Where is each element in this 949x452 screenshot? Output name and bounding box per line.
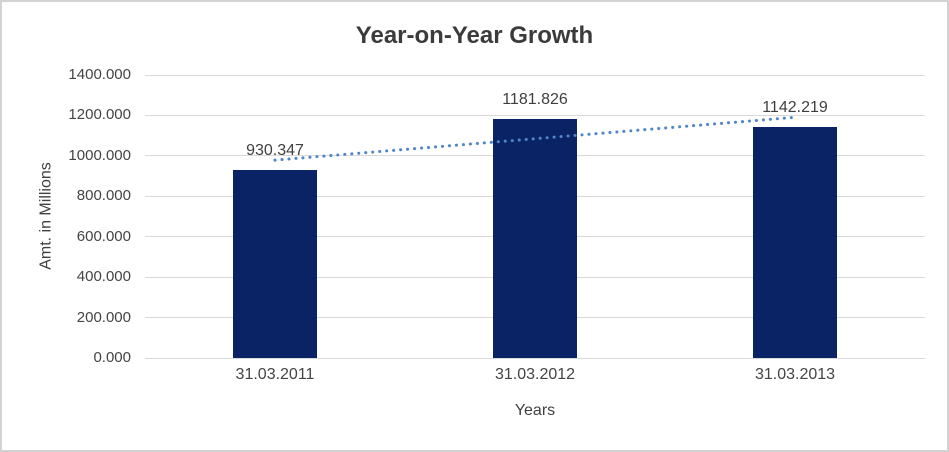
chart-title: Year-on-Year Growth <box>355 22 594 49</box>
bar-31.03.2012 <box>493 119 577 358</box>
y-tick-label: 600.000 <box>76 227 131 245</box>
trendline <box>273 115 797 162</box>
y-tick-label: 800.000 <box>76 187 131 205</box>
x-tick-label: 31.03.2013 <box>754 366 836 383</box>
data-label: 1142.219 <box>762 99 828 117</box>
y-tick-label: 400.000 <box>76 268 131 286</box>
y-tick-label: 200.000 <box>76 308 131 326</box>
data-label: 1181.826 <box>502 91 568 109</box>
data-label: 930.347 <box>246 141 304 159</box>
y-axis: 0.000 200.000 400.000 600.000 800.000 1000.00… <box>2 66 131 366</box>
plot-area: 930.347 1181.826 1142.219 <box>145 74 925 359</box>
y-tick-label: 1000.000 <box>68 146 131 164</box>
x-tick-label: 31.03.2012 <box>494 366 576 383</box>
gridline <box>145 357 925 359</box>
y-tick-label: 1200.000 <box>68 106 131 124</box>
gridline <box>145 114 925 116</box>
x-axis: 31.03.2011 31.03.2012 31.03.2013 <box>145 366 925 388</box>
y-tick-label: 0.000 <box>93 349 131 366</box>
x-axis-title: Years <box>514 402 556 419</box>
gridline <box>145 74 925 76</box>
y-tick-label: 1400.000 <box>68 66 131 83</box>
bar-31.03.2011 <box>233 169 317 358</box>
bar-31.03.2013 <box>753 127 837 358</box>
x-tick-label: 31.03.2011 <box>235 366 315 383</box>
